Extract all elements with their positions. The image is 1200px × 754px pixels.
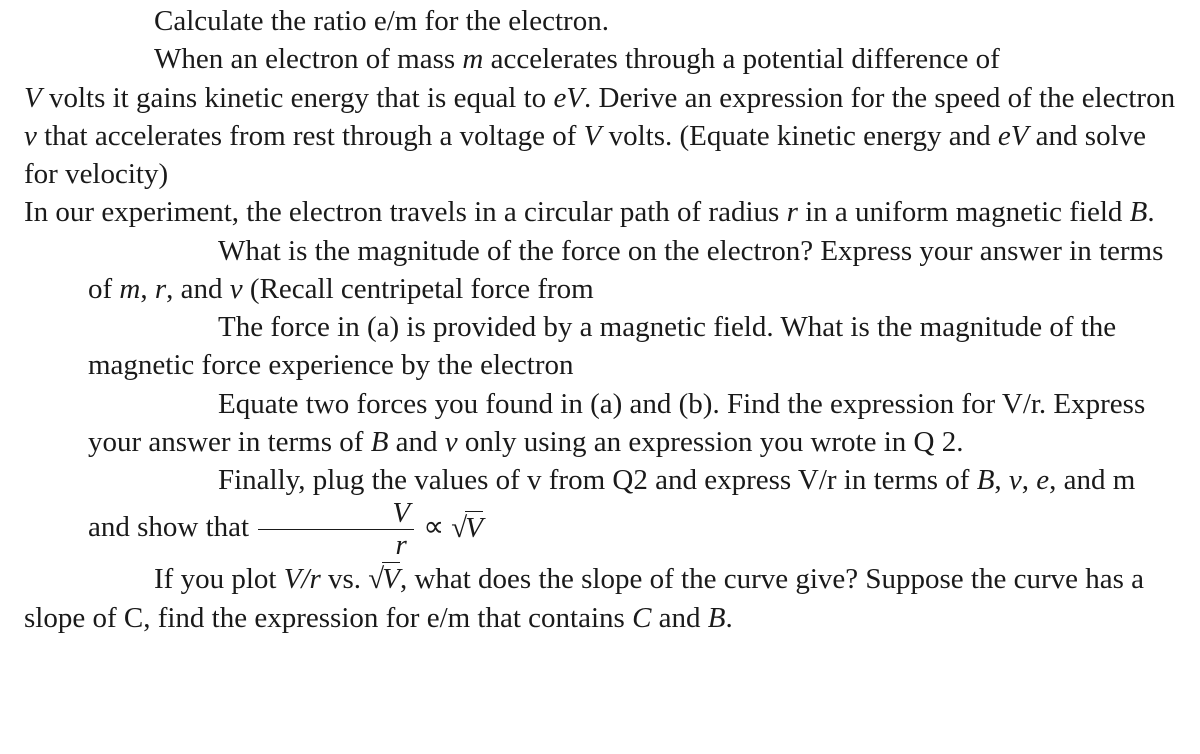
radical-argument: V <box>382 562 400 595</box>
paragraph-7: Finally, plug the values of v from Q2 an… <box>24 461 1176 560</box>
fraction-V-over-r: V r <box>258 499 414 560</box>
var-V: V <box>24 82 42 114</box>
var-B: B <box>977 464 995 496</box>
text: vs. <box>321 563 369 595</box>
text: . Derive an expression for the speed of … <box>584 82 1175 114</box>
var-m: m <box>119 273 140 305</box>
var-B: B <box>708 602 726 634</box>
text: and <box>651 602 707 634</box>
fraction-numerator: V <box>258 499 414 529</box>
var-m: m <box>462 43 483 75</box>
var-eV: eV <box>553 82 584 114</box>
document-page: Calculate the ratio e/m for the electron… <box>0 0 1200 637</box>
text: In our experiment, the electron travels … <box>24 196 787 228</box>
radical-argument: V <box>465 511 483 544</box>
text: in a uniform magnetic field <box>798 196 1130 228</box>
paragraph-6: Equate two forces you found in (a) and (… <box>24 385 1176 462</box>
var-eV: eV <box>998 120 1029 152</box>
text: . <box>1147 196 1154 228</box>
text: only using an expression you wrote in Q … <box>458 426 964 458</box>
sqrt-V: √V <box>451 512 483 544</box>
var-v: v <box>445 426 458 458</box>
text: Calculate the ratio e/m for the electron… <box>154 5 609 37</box>
text: , <box>994 464 1009 496</box>
var-r: r <box>155 273 166 305</box>
text: . <box>726 602 733 634</box>
text: Finally, plug the values of v from Q2 an… <box>218 464 977 496</box>
var-r: r <box>787 196 798 228</box>
text: volts it gains kinetic energy that is eq… <box>42 82 554 114</box>
text: accelerates through a potential differen… <box>483 43 999 75</box>
paragraph-2: When an electron of mass m accelerates t… <box>24 40 1176 78</box>
proportional-symbol: ∝ <box>416 512 451 544</box>
var-v: v <box>24 120 37 152</box>
text: , <box>1022 464 1037 496</box>
paragraph-2b: V volts it gains kinetic energy that is … <box>24 79 1176 194</box>
text: , <box>140 273 155 305</box>
text: The force in (a) is provided by a magnet… <box>88 311 1116 381</box>
text: When an electron of mass <box>154 43 462 75</box>
paragraph-1: Calculate the ratio e/m for the electron… <box>24 2 1176 40</box>
var-B: B <box>371 426 389 458</box>
text: , and <box>166 273 230 305</box>
paragraph-4: What is the magnitude of the force on th… <box>24 232 1176 309</box>
paragraph-3: In our experiment, the electron travels … <box>24 193 1176 231</box>
paragraph-8: If you plot V/r vs. √V, what does the sl… <box>24 560 1176 637</box>
text: volts. (Equate kinetic energy and <box>601 120 997 152</box>
text: If you plot <box>154 563 284 595</box>
var-Vr: V/r <box>284 563 321 595</box>
text: and <box>388 426 444 458</box>
fraction-denominator: r <box>258 529 414 560</box>
var-C: C <box>632 602 651 634</box>
text: (Recall centripetal force from <box>243 273 594 305</box>
var-V: V <box>584 120 602 152</box>
var-B: B <box>1130 196 1148 228</box>
var-e: e <box>1036 464 1049 496</box>
paragraph-5: The force in (a) is provided by a magnet… <box>24 308 1176 385</box>
var-v: v <box>1009 464 1022 496</box>
sqrt-V-inline: √V <box>368 563 400 595</box>
text: that accelerates from rest through a vol… <box>37 120 584 152</box>
var-v: v <box>230 273 243 305</box>
